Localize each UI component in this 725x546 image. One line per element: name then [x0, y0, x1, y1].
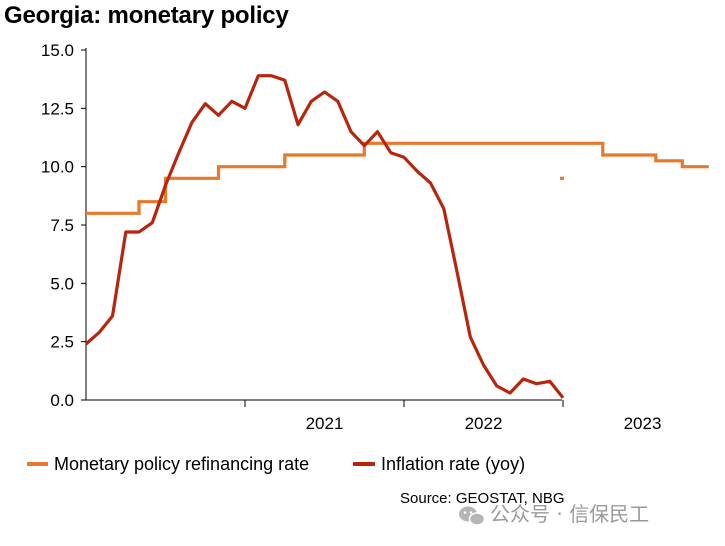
y-tick-label: 10.0 — [41, 158, 74, 177]
watermark: 公众号 · 信保民工 — [459, 502, 649, 526]
wechat-icon — [459, 506, 486, 526]
source-note: Source: GEOSTAT, NBG — [400, 490, 565, 507]
plot-area — [84, 74, 709, 399]
x-tick-label: 2022 — [465, 414, 503, 433]
y-tick-label: 0.0 — [50, 391, 74, 410]
watermark-text: 公众号 · 信保民工 — [490, 502, 649, 526]
y-axis: 0.0 2.5 5.0 7.5 10.0 12.5 15.0 — [41, 41, 86, 410]
x-tick-label: 2021 — [306, 414, 344, 433]
legend: Monetary policy refinancing rate Inflatio… — [27, 454, 525, 474]
y-tick-label: 7.5 — [50, 216, 74, 235]
y-tick-label: 2.5 — [50, 333, 74, 352]
x-axis: 2021 2022 2023 — [244, 400, 662, 433]
y-tick-label: 5.0 — [50, 274, 74, 293]
chart-title: Georgia: monetary policy — [4, 2, 289, 29]
y-tick-label: 15.0 — [41, 41, 74, 60]
axes — [85, 48, 562, 401]
series-line-inflation-rate — [84, 74, 565, 399]
legend-label-refinancing-rate: Monetary policy refinancing rate — [54, 454, 309, 474]
x-tick-label: 2023 — [624, 414, 662, 433]
y-tick-label: 12.5 — [41, 99, 74, 118]
legend-label-inflation-rate: Inflation rate (yoy) — [381, 454, 525, 474]
